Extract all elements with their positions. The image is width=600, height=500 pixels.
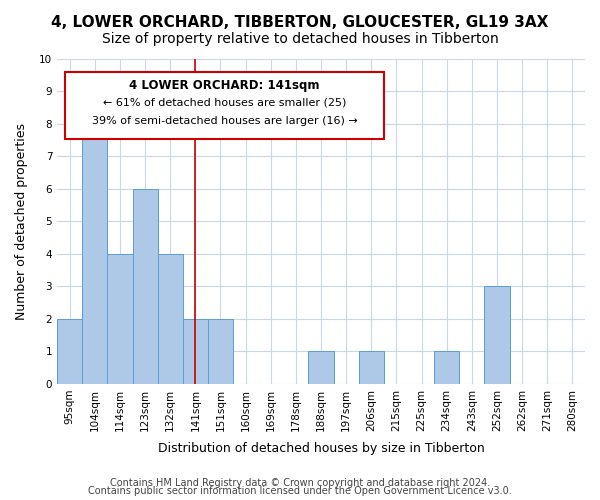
Bar [82, 124, 107, 384]
Bar [57, 319, 82, 384]
Bar [208, 319, 233, 384]
Text: Size of property relative to detached houses in Tibberton: Size of property relative to detached ho… [101, 32, 499, 46]
Bar [158, 254, 183, 384]
X-axis label: Distribution of detached houses by size in Tibberton: Distribution of detached houses by size … [158, 442, 484, 455]
Bar [107, 254, 133, 384]
Y-axis label: Number of detached properties: Number of detached properties [15, 123, 28, 320]
Bar [359, 352, 384, 384]
Bar [183, 319, 208, 384]
Text: Contains HM Land Registry data © Crown copyright and database right 2024.: Contains HM Land Registry data © Crown c… [110, 478, 490, 488]
Text: 39% of semi-detached houses are larger (16) →: 39% of semi-detached houses are larger (… [92, 116, 358, 126]
Text: 4, LOWER ORCHARD, TIBBERTON, GLOUCESTER, GL19 3AX: 4, LOWER ORCHARD, TIBBERTON, GLOUCESTER,… [52, 15, 548, 30]
Text: ← 61% of detached houses are smaller (25): ← 61% of detached houses are smaller (25… [103, 98, 346, 108]
Bar [133, 189, 158, 384]
Text: 4 LOWER ORCHARD: 141sqm: 4 LOWER ORCHARD: 141sqm [130, 80, 320, 92]
FancyBboxPatch shape [65, 72, 385, 138]
Bar [434, 352, 460, 384]
Bar [484, 286, 509, 384]
Text: Contains public sector information licensed under the Open Government Licence v3: Contains public sector information licen… [88, 486, 512, 496]
Bar [308, 352, 334, 384]
